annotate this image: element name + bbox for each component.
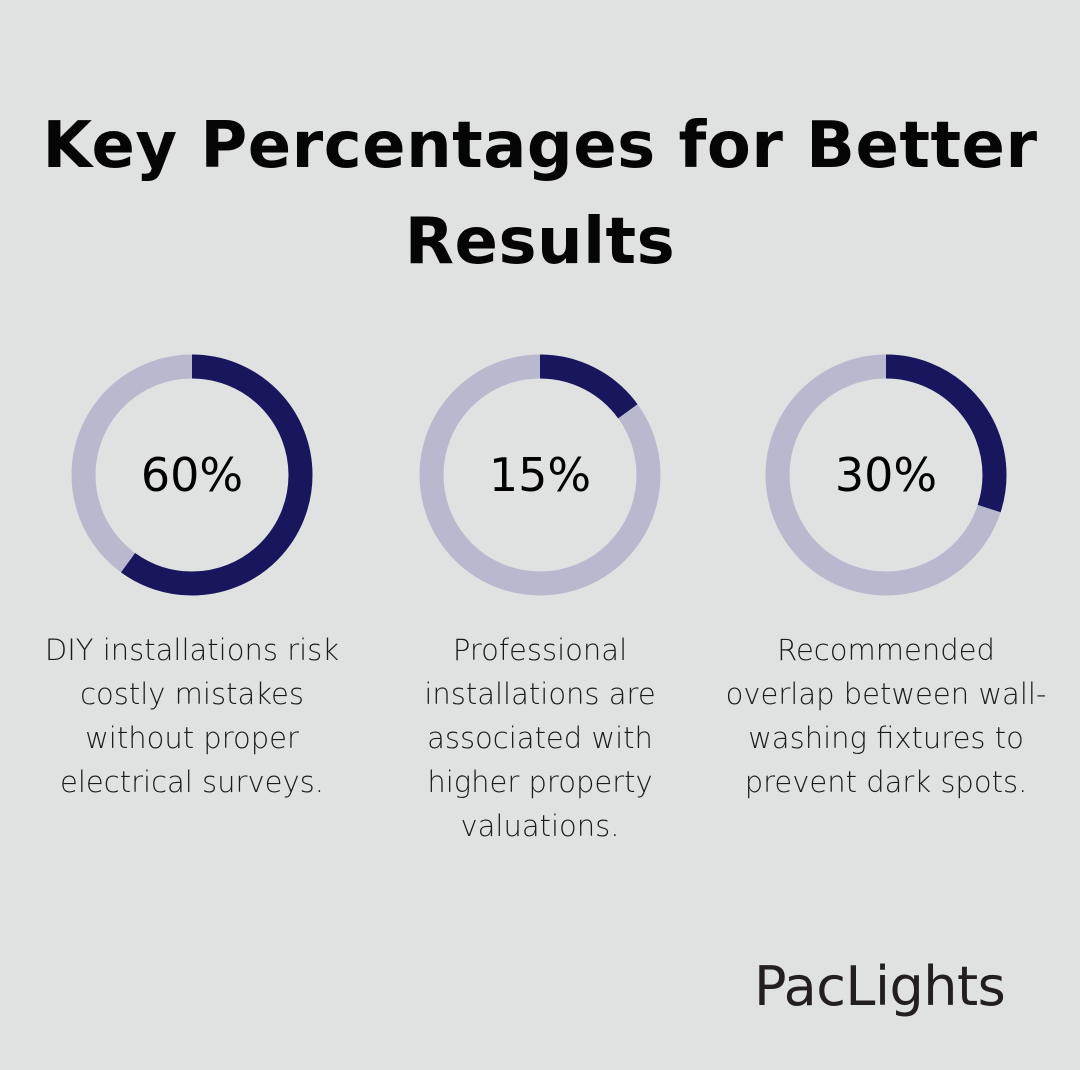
donut-value-arc (419, 354, 661, 596)
stat-item: 15% Professional installations are associ… (370, 354, 710, 848)
donut-value-arc (765, 354, 1007, 596)
donut-chart: 30% (765, 354, 1007, 596)
donut-chart: 15% (419, 354, 661, 596)
stat-description: DIY installations risk costly mistakes w… (44, 633, 340, 799)
stat-description: Recommended overlap between wall-washing… (725, 633, 1047, 799)
stat-item: 30% Recommended overlap between wall-wash… (716, 354, 1056, 804)
stat-description: Professional installations are associate… (424, 633, 656, 843)
page-title: Key Percentages for Better Results (42, 109, 1038, 279)
percentage-label: 15% (489, 448, 591, 502)
paclights-logo: PacLights (754, 955, 1006, 1018)
percentage-label: 60% (141, 448, 243, 502)
donut-chart: 60% (71, 354, 313, 596)
percentage-label: 30% (835, 448, 937, 502)
stat-item: 60% DIY installations risk costly mistake… (22, 354, 362, 804)
donut-value-arc (71, 354, 313, 596)
